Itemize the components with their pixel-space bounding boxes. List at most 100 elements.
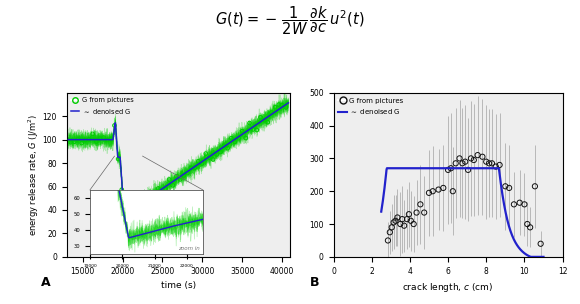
Point bbox=[95, 136, 104, 141]
Point bbox=[161, 186, 170, 191]
Point bbox=[248, 127, 258, 132]
Point bbox=[446, 166, 455, 171]
Point bbox=[172, 174, 181, 179]
Point bbox=[412, 210, 421, 215]
Point bbox=[139, 199, 148, 203]
Point bbox=[194, 159, 203, 164]
Point bbox=[165, 177, 174, 182]
Point bbox=[73, 136, 82, 141]
Point bbox=[505, 185, 514, 190]
Point bbox=[216, 150, 225, 154]
Text: $G(t) = -\,\dfrac{1}{2W}\,\dfrac{\partial k}{\partial c}\,u^2(t)$: $G(t) = -\,\dfrac{1}{2W}\,\dfrac{\partia… bbox=[215, 5, 365, 37]
Point bbox=[245, 121, 254, 126]
Point bbox=[179, 173, 188, 178]
Point bbox=[404, 212, 414, 217]
Point bbox=[481, 159, 491, 164]
Point bbox=[81, 138, 90, 143]
Point bbox=[230, 140, 240, 144]
Point bbox=[387, 225, 396, 230]
Point bbox=[419, 210, 429, 215]
Point bbox=[205, 155, 214, 160]
Point bbox=[234, 136, 243, 141]
Point bbox=[219, 143, 229, 148]
Legend: G from pictures, $\sim$ denoised G: G from pictures, $\sim$ denoised G bbox=[337, 96, 405, 117]
Point bbox=[125, 209, 134, 213]
Y-axis label: energy release rate, $G$ (J/m$^2$): energy release rate, $G$ (J/m$^2$) bbox=[27, 114, 41, 236]
Point bbox=[509, 202, 519, 207]
Point bbox=[434, 187, 443, 192]
Text: zoom in: zoom in bbox=[178, 246, 200, 251]
X-axis label: crack length, $c$ (cm): crack length, $c$ (cm) bbox=[403, 281, 494, 294]
Point bbox=[259, 118, 269, 123]
Point bbox=[495, 163, 504, 168]
Point bbox=[208, 157, 218, 162]
Point bbox=[520, 202, 529, 207]
Point bbox=[523, 222, 532, 226]
Text: B: B bbox=[310, 276, 320, 289]
Point bbox=[530, 184, 539, 189]
Point bbox=[143, 198, 152, 203]
Point bbox=[274, 102, 284, 107]
Point bbox=[117, 187, 126, 192]
Point bbox=[443, 168, 452, 172]
Point bbox=[84, 137, 93, 142]
Point bbox=[469, 157, 478, 162]
Point bbox=[438, 185, 448, 190]
Point bbox=[168, 183, 177, 188]
Point bbox=[396, 222, 405, 226]
Point bbox=[121, 213, 130, 218]
Point bbox=[92, 139, 101, 144]
Point bbox=[385, 230, 394, 235]
Point bbox=[461, 159, 470, 164]
Point bbox=[106, 136, 115, 141]
Point bbox=[190, 165, 200, 170]
Point bbox=[425, 190, 434, 195]
Point bbox=[389, 220, 398, 225]
Point bbox=[391, 218, 400, 223]
Point bbox=[267, 110, 276, 115]
Point bbox=[478, 154, 487, 159]
Point bbox=[451, 161, 461, 166]
Point bbox=[278, 103, 287, 108]
Point bbox=[409, 222, 418, 226]
Point bbox=[458, 161, 467, 166]
Point bbox=[70, 139, 79, 144]
Point bbox=[491, 164, 501, 169]
Point bbox=[270, 105, 280, 109]
Point bbox=[183, 171, 192, 175]
Point bbox=[154, 186, 163, 191]
Point bbox=[132, 202, 141, 207]
Point bbox=[383, 238, 393, 243]
Point bbox=[515, 200, 524, 205]
Point bbox=[525, 225, 535, 230]
Point bbox=[77, 141, 86, 146]
Point bbox=[66, 140, 75, 145]
Text: A: A bbox=[41, 276, 50, 289]
Point bbox=[393, 215, 402, 220]
Point bbox=[455, 156, 464, 161]
Point bbox=[227, 136, 236, 141]
Point bbox=[263, 120, 273, 125]
Point bbox=[241, 136, 251, 140]
Point bbox=[223, 146, 232, 151]
Point bbox=[466, 156, 476, 161]
Point bbox=[212, 152, 222, 157]
Point bbox=[176, 177, 185, 182]
X-axis label: time (s): time (s) bbox=[161, 281, 196, 290]
Point bbox=[187, 165, 196, 170]
Point bbox=[406, 218, 415, 223]
Point bbox=[128, 205, 137, 210]
Point bbox=[416, 202, 425, 207]
Point bbox=[103, 138, 112, 143]
Point bbox=[201, 151, 211, 156]
Legend: G from pictures, $\sim$ denoised G: G from pictures, $\sim$ denoised G bbox=[70, 96, 135, 117]
Point bbox=[403, 217, 412, 222]
Point bbox=[110, 123, 119, 128]
Point bbox=[197, 161, 206, 166]
Point bbox=[146, 197, 155, 202]
Point bbox=[150, 195, 160, 200]
Point bbox=[99, 135, 108, 140]
Point bbox=[473, 153, 483, 157]
Point bbox=[114, 157, 123, 161]
Point bbox=[238, 129, 247, 133]
